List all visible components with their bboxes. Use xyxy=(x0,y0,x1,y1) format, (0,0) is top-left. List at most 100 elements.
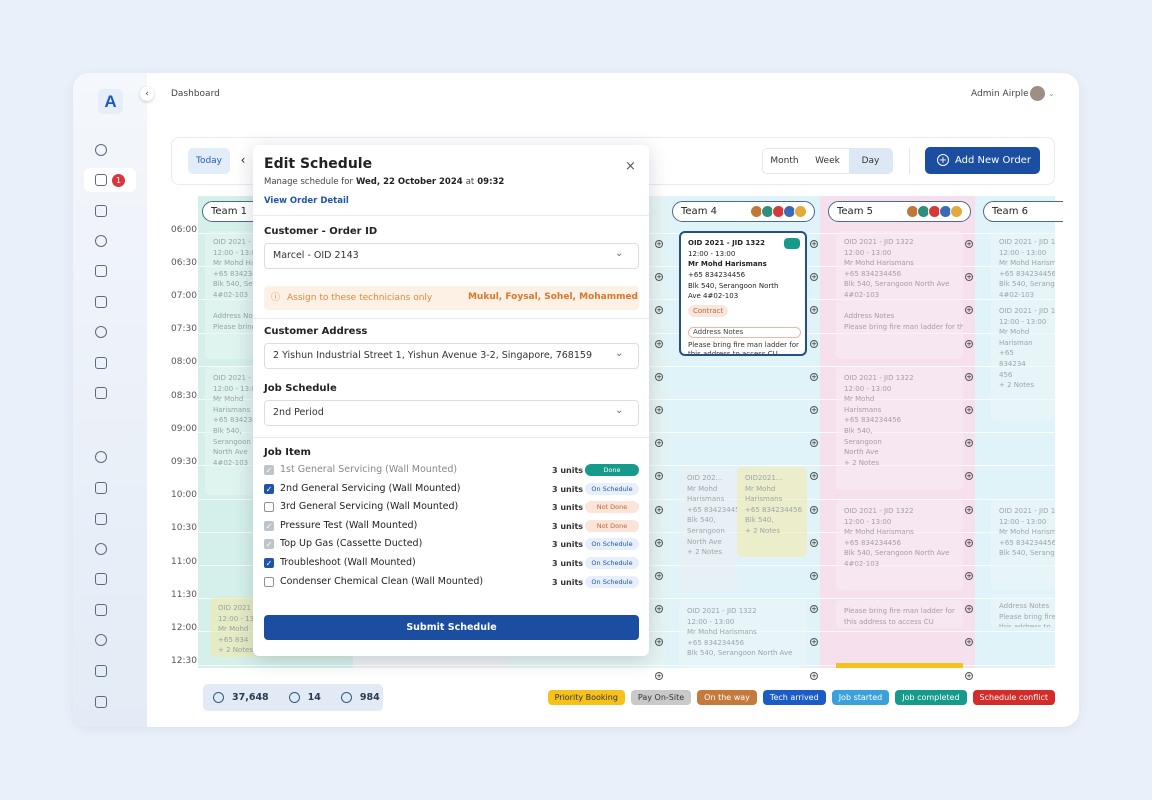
add-slot-icon[interactable]: + xyxy=(655,406,663,414)
prev-button[interactable]: ‹ xyxy=(240,153,246,167)
add-slot-icon[interactable]: + xyxy=(965,472,973,481)
job-card-text: Mr Mohd xyxy=(999,328,1030,337)
add-slot-icon[interactable]: + xyxy=(965,671,973,680)
nav-icon[interactable] xyxy=(95,205,107,217)
add-slot-icon[interactable]: + xyxy=(965,572,973,580)
add-slot-icon[interactable]: + xyxy=(810,339,818,348)
add-slot-icon[interactable]: + xyxy=(655,240,663,248)
job-card[interactable]: OID 2021 - JID 1322 12:00 - 13:00 Mr MohdH… xyxy=(991,300,1055,420)
job-card[interactable]: OID2021... Mr Mohd Harismans +65 834234456 B… xyxy=(737,467,807,557)
checkbox[interactable]: ✓ xyxy=(264,558,274,568)
view-button[interactable]: Month xyxy=(763,149,806,173)
job-card[interactable]: Please bring fire man ladder for this add… xyxy=(836,600,963,628)
add-slot-icon[interactable]: + xyxy=(965,406,973,414)
add-slot-icon[interactable]: + xyxy=(965,339,973,348)
close-button[interactable]: × xyxy=(625,159,636,175)
nav-icon[interactable] xyxy=(95,482,107,494)
job-card-text: +65 834234456 xyxy=(844,416,902,425)
nav-icon[interactable] xyxy=(95,543,107,555)
nav-icon[interactable] xyxy=(95,174,107,186)
add-slot-icon[interactable]: + xyxy=(810,505,818,514)
checkbox[interactable] xyxy=(264,502,274,513)
view-order-link[interactable]: View Order Detail xyxy=(264,195,349,206)
highlighted-job-card[interactable]: OID 2021 - JID 1322 12:00 - 13:00 Mr Mohd … xyxy=(679,231,807,356)
today-button[interactable]: Today xyxy=(188,148,230,174)
nav-icon[interactable] xyxy=(95,513,107,525)
add-slot-icon[interactable]: + xyxy=(655,339,663,348)
nav-icon[interactable] xyxy=(95,357,107,369)
add-slot-icon[interactable]: + xyxy=(965,638,973,647)
add-slot-icon[interactable]: + xyxy=(810,638,818,647)
avatar xyxy=(1030,86,1045,101)
nav-icon[interactable] xyxy=(95,387,107,399)
add-slot-icon[interactable]: + xyxy=(965,372,973,381)
add-slot-icon[interactable]: + xyxy=(655,638,663,647)
nav-icon[interactable] xyxy=(95,265,107,277)
nav-icon[interactable] xyxy=(95,235,107,247)
collapse-button[interactable]: ‹ xyxy=(140,87,154,101)
legend-chip: Pay On-Site xyxy=(630,690,692,705)
nav-icon[interactable] xyxy=(95,144,107,156)
job-card[interactable]: OID 2021 - JID 1322 12:00 - 13:00 Mr Mohd … xyxy=(836,231,963,359)
nav-icon[interactable] xyxy=(95,573,107,585)
checkbox[interactable]: ✓ xyxy=(264,465,274,475)
plus-icon: + xyxy=(937,154,949,166)
add-slot-icon[interactable]: + xyxy=(655,372,663,381)
checkbox[interactable] xyxy=(264,576,274,587)
add-slot-icon[interactable]: + xyxy=(655,439,663,448)
add-slot-icon[interactable]: + xyxy=(655,671,663,680)
job-card[interactable]: OID 202... Mr Mohd Harismans+65 834234456 B… xyxy=(679,467,737,591)
add-slot-icon[interactable]: + xyxy=(810,605,818,614)
nav-icon[interactable] xyxy=(95,604,107,616)
add-slot-icon[interactable]: + xyxy=(965,240,973,248)
add-slot-icon[interactable]: + xyxy=(810,273,818,282)
checkbox[interactable]: ✓ xyxy=(264,520,274,531)
select-box[interactable]: Marcel - OID 2143 xyxy=(264,243,639,269)
select-box[interactable]: 2 Yishun Industrial Street 1, Yishun Ave… xyxy=(264,343,639,369)
job-card[interactable]: Address Notes Please bring fire man ladde… xyxy=(991,595,1055,627)
add-slot-icon[interactable]: + xyxy=(810,538,818,547)
add-slot-icon[interactable]: + xyxy=(810,472,818,481)
checkbox[interactable]: ✓ xyxy=(264,483,274,494)
add-slot-icon[interactable]: + xyxy=(965,439,973,448)
add-slot-icon[interactable]: + xyxy=(655,605,663,614)
nav-icon[interactable] xyxy=(95,296,107,308)
add-slot-icon[interactable]: + xyxy=(810,671,818,680)
select-box[interactable]: 2nd Period xyxy=(264,400,639,426)
job-card-text: Blk 540, Serangoon North Ave xyxy=(687,649,793,658)
nav-icon[interactable] xyxy=(95,634,107,646)
status-pill: On Schedule xyxy=(585,557,639,569)
add-slot-icon[interactable]: + xyxy=(965,306,973,315)
add-slot-icon[interactable]: + xyxy=(655,505,663,514)
checkbox[interactable]: ✓ xyxy=(264,539,274,550)
add-slot-icon[interactable]: + xyxy=(810,306,818,315)
add-slot-icon[interactable]: + xyxy=(655,273,663,282)
add-slot-icon[interactable]: + xyxy=(810,372,818,381)
job-card[interactable]: OID 2021 - JID 1322 12:00 - 13:00 Mr Mohd … xyxy=(836,500,963,590)
add-slot-icon[interactable]: + xyxy=(965,505,973,514)
job-card-text: +65 834234456 xyxy=(213,416,271,425)
nav-icon[interactable] xyxy=(95,326,107,338)
view-button[interactable]: Week xyxy=(806,149,849,173)
add-slot-icon[interactable]: + xyxy=(655,538,663,547)
add-slot-icon[interactable]: + xyxy=(965,538,973,547)
nav-icon[interactable] xyxy=(95,696,107,708)
add-slot-icon[interactable]: + xyxy=(655,572,663,580)
add-slot-icon[interactable]: + xyxy=(810,240,818,248)
job-card-text: North Ave xyxy=(844,448,879,457)
job-card[interactable]: OID 2021 - JID 1322 12:00 - 13:00 Mr Mohd … xyxy=(991,500,1055,590)
add-slot-icon[interactable]: + xyxy=(810,439,818,448)
job-card[interactable]: OID 2021 - JID 1322 12:00 - 13:00 Mr Mohd … xyxy=(991,231,1055,299)
job-card[interactable]: OID 2021 - JID 1322 12:00 - 13:00 Mr Mohd … xyxy=(679,600,807,668)
add-slot-icon[interactable]: + xyxy=(810,406,818,414)
add-slot-icon[interactable]: + xyxy=(965,605,973,614)
nav-icon[interactable] xyxy=(95,665,107,677)
submit-button[interactable]: Submit Schedule xyxy=(264,615,639,640)
view-button[interactable]: Day xyxy=(849,149,892,173)
nav-icon[interactable] xyxy=(95,451,107,463)
add-slot-icon[interactable]: + xyxy=(810,572,818,580)
add-slot-icon[interactable]: + xyxy=(965,273,973,282)
add-slot-icon[interactable]: + xyxy=(655,306,663,315)
add-slot-icon[interactable]: + xyxy=(655,472,663,481)
